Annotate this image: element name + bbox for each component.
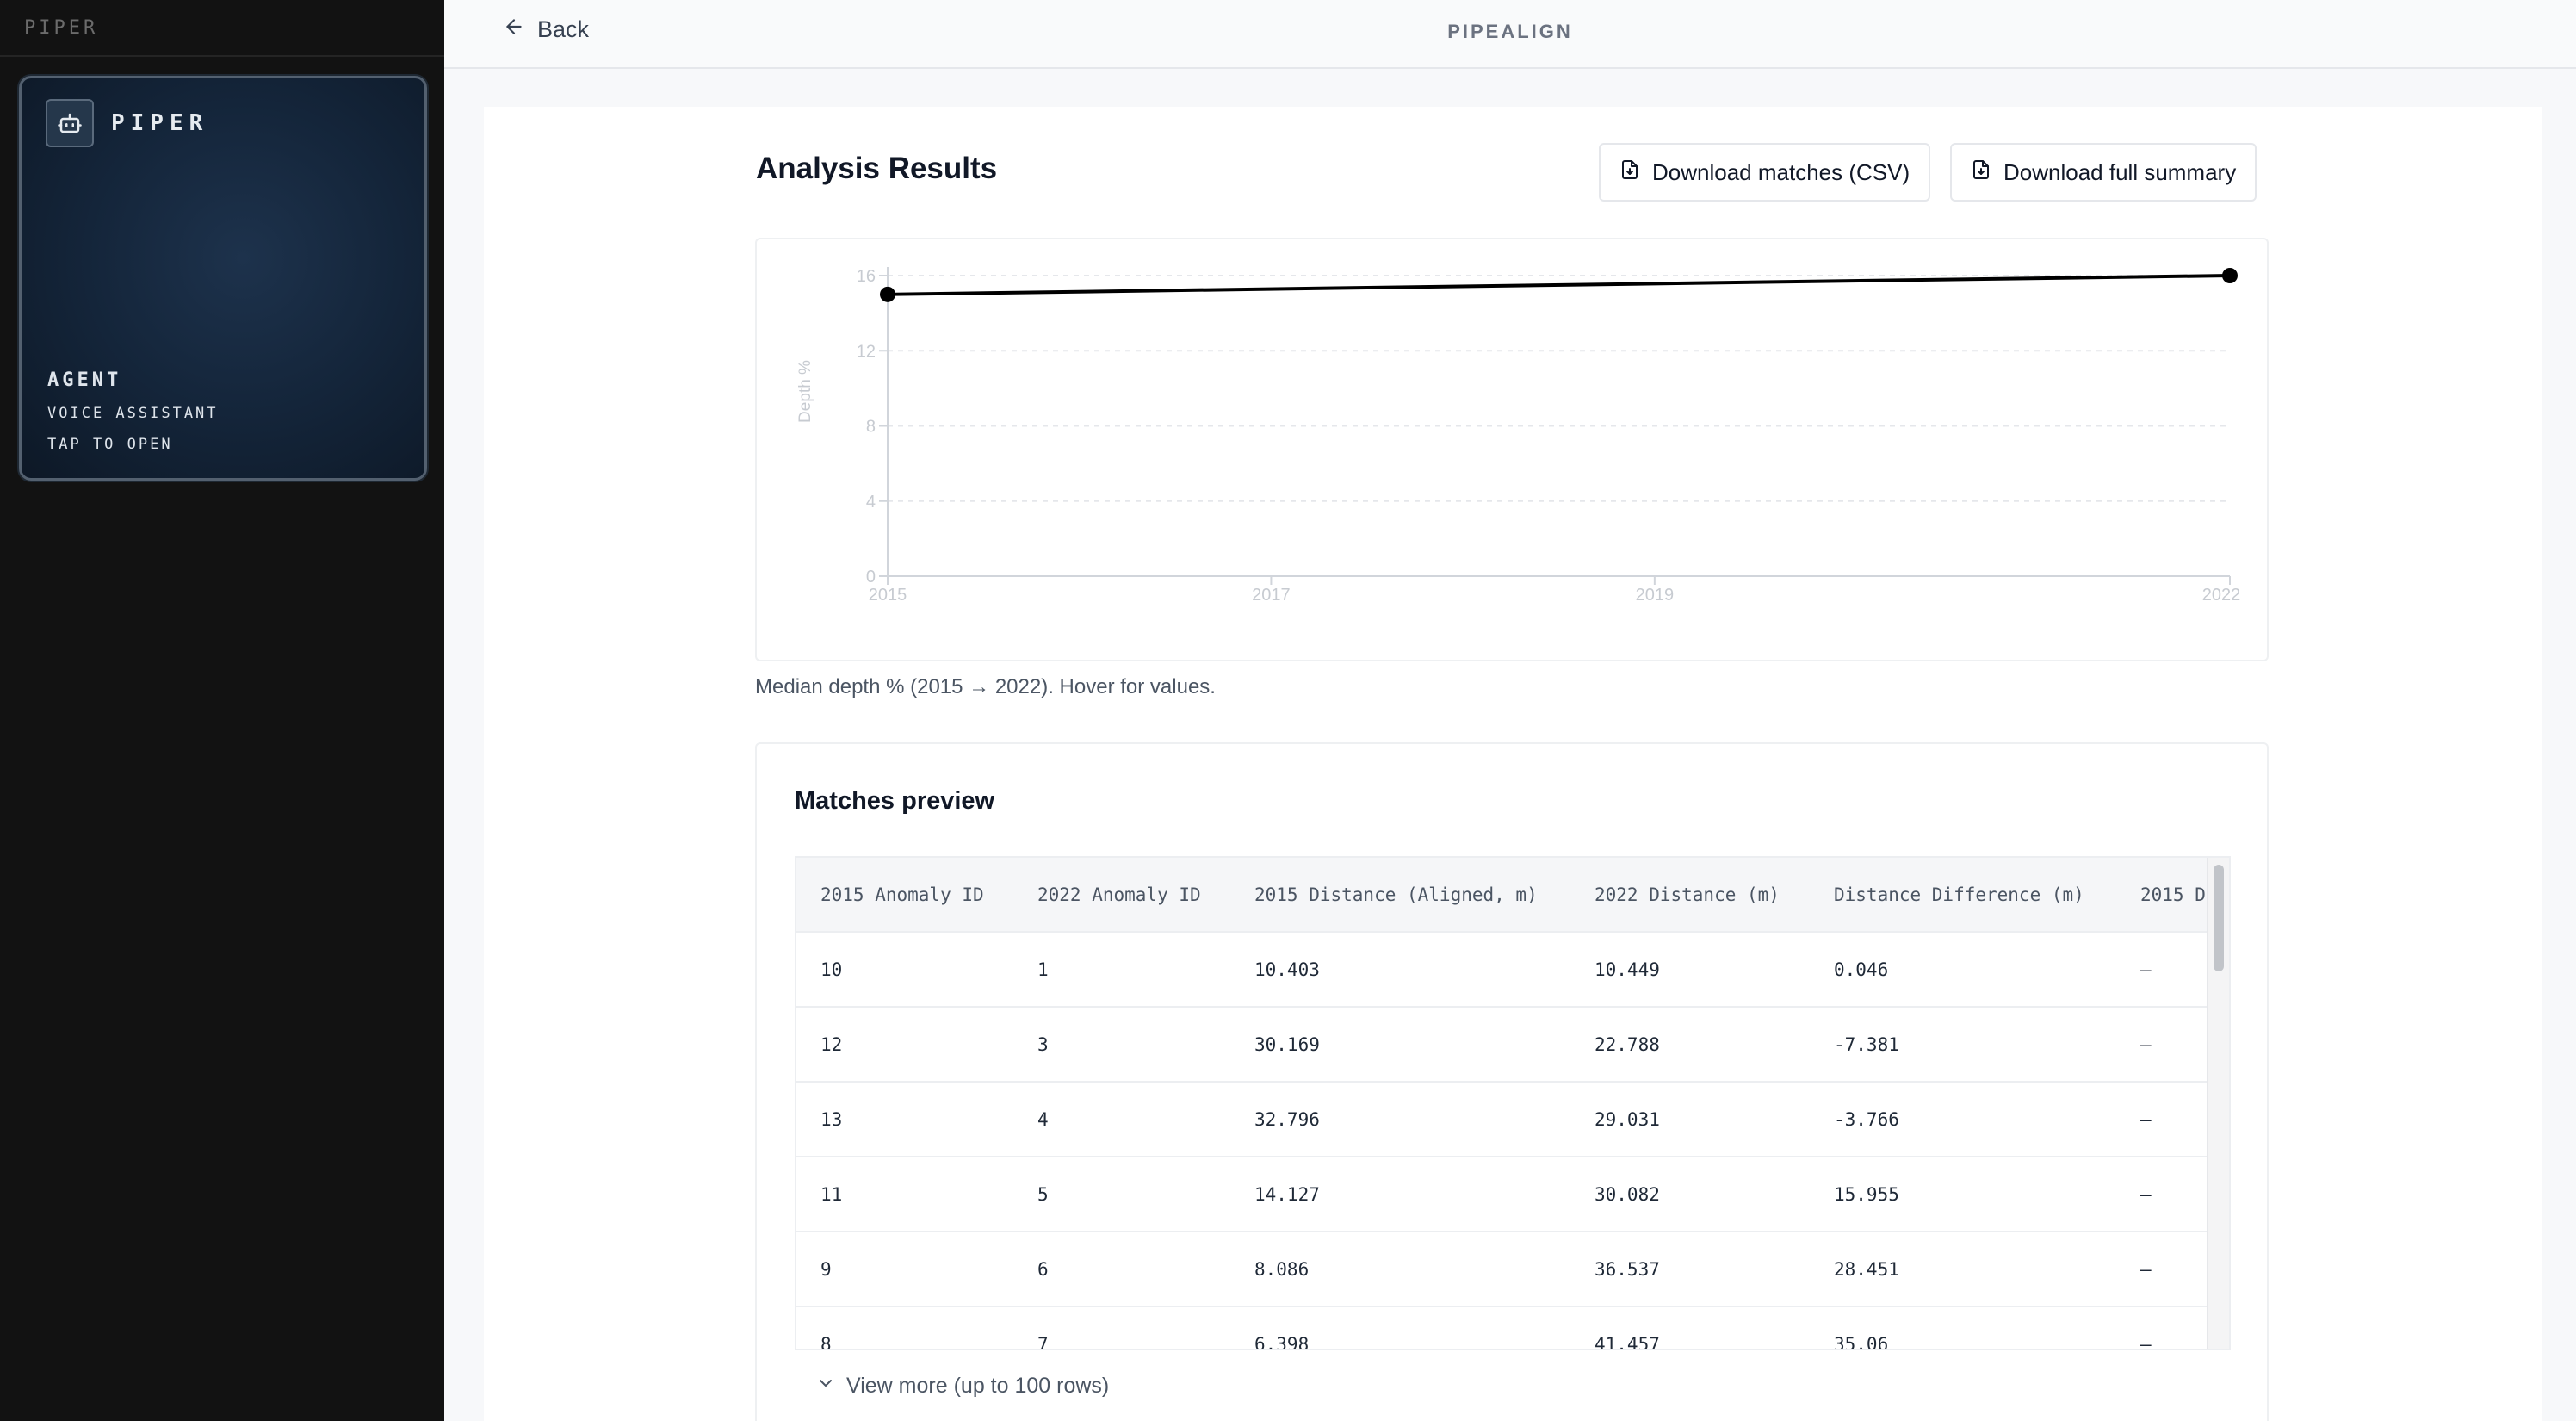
back-label: Back	[537, 16, 590, 42]
scrollbar-thumb[interactable]	[2214, 865, 2224, 971]
x-tick-label: 2019	[1636, 586, 1675, 605]
table-cell: 9	[796, 1231, 1013, 1306]
table-cell: 6	[1013, 1231, 1230, 1306]
table-row: 9 6 8.086 36.537 28.451 –	[796, 1231, 2229, 1306]
data-point	[2222, 268, 2238, 283]
table-cell: 12	[796, 1006, 1013, 1082]
column-header: 2015 Distance (Aligned, m)	[1230, 858, 1570, 932]
download-csv-label: Download matches (CSV)	[1652, 158, 1910, 185]
download-summary-button[interactable]: Download full summary	[1950, 143, 2257, 202]
column-header: 2015 Anomaly ID	[796, 858, 1013, 932]
y-tick-label: 16	[857, 267, 876, 286]
table-cell: 10.449	[1570, 931, 1810, 1007]
download-csv-button[interactable]: Download matches (CSV)	[1599, 143, 1931, 202]
table-cell: 36.537	[1570, 1231, 1810, 1306]
table-row: 12 3 30.169 22.788 -7.381 –	[796, 1006, 2229, 1082]
table-cell: 4	[1013, 1081, 1230, 1157]
y-tick-label: 12	[857, 342, 876, 361]
app-title: PIPEALIGN	[1447, 21, 1573, 42]
chart-caption: Median depth % (2015 → 2022). Hover for …	[755, 675, 1216, 698]
x-tick-label: 2015	[869, 586, 907, 605]
table-cell: 15.955	[1810, 1156, 2116, 1232]
table-cell: -7.381	[1810, 1006, 2116, 1082]
table-header-row: 2015 Anomaly ID 2022 Anomaly ID 2015 Dis…	[796, 858, 2229, 932]
table-cell: 8	[796, 1306, 1013, 1349]
agent-cta: TAP TO OPEN	[47, 436, 173, 453]
table-cell: 28.451	[1810, 1231, 2116, 1306]
x-tick-label: 2022	[2202, 586, 2241, 605]
chevron-down-icon	[815, 1373, 836, 1399]
agent-subtitle: VOICE ASSISTANT	[47, 405, 219, 422]
sidebar: PIPER PIPER AGENT VOICE ASSISTANT TAP TO…	[0, 0, 444, 1421]
table-cell: 7	[1013, 1306, 1230, 1349]
table-cell: 10	[796, 931, 1013, 1007]
agent-card-footer: AGENT VOICE ASSISTANT TAP TO OPEN	[47, 369, 219, 453]
agent-label: AGENT	[47, 369, 122, 391]
matches-table-container: 2015 Anomaly ID 2022 Anomaly ID 2015 Dis…	[795, 856, 2231, 1350]
arrow-left-icon	[503, 16, 525, 44]
table-cell: 32.796	[1230, 1081, 1570, 1157]
depth-chart: 0 4 8 12 16 2015 2017 2019 2022 Depth %	[755, 238, 2269, 661]
back-button[interactable]: Back	[503, 16, 589, 44]
view-more-label: View more (up to 100 rows)	[846, 1374, 1110, 1398]
table-cell: 6.398	[1230, 1306, 1570, 1349]
file-download-icon	[1971, 158, 1991, 187]
column-header: 2022 Distance (m)	[1570, 858, 1810, 932]
table-scrollbar[interactable]	[2207, 858, 2229, 1349]
table-cell: 3	[1013, 1006, 1230, 1082]
table-cell: 10.403	[1230, 931, 1570, 1007]
table-cell: 8.086	[1230, 1231, 1570, 1306]
table-cell: 30.082	[1570, 1156, 1810, 1232]
table-cell: 11	[796, 1156, 1013, 1232]
download-summary-label: Download full summary	[2003, 158, 2237, 185]
table-cell: 30.169	[1230, 1006, 1570, 1082]
robot-icon	[46, 99, 94, 147]
y-axis-label: Depth %	[796, 360, 814, 423]
table-row: 8 7 6.398 41.457 35.06 –	[796, 1306, 2229, 1349]
topbar: Back PIPEALIGN	[444, 0, 2576, 69]
table-cell: 5	[1013, 1156, 1230, 1232]
agent-card[interactable]: PIPER AGENT VOICE ASSISTANT TAP TO OPEN	[19, 76, 427, 481]
x-tick-label: 2017	[1252, 586, 1291, 605]
sidebar-brand: PIPER	[0, 0, 444, 57]
table-cell: 13	[796, 1081, 1013, 1157]
table-cell: 1	[1013, 931, 1230, 1007]
matches-card: Matches preview 2015 Anomaly ID 2022 Ano…	[755, 742, 2269, 1421]
agent-card-title: PIPER	[111, 110, 209, 136]
file-download-icon	[1619, 158, 1640, 187]
depth-chart-svg: 0 4 8 12 16 2015 2017 2019 2022 Depth %	[796, 267, 2241, 605]
y-tick-label: 0	[866, 568, 876, 586]
table-row: 13 4 32.796 29.031 -3.766 –	[796, 1081, 2229, 1157]
view-more-button[interactable]: View more (up to 100 rows)	[815, 1373, 1109, 1399]
page-title: Analysis Results	[756, 152, 998, 185]
y-tick-label: 8	[866, 418, 876, 437]
series-line	[887, 274, 2231, 296]
table-cell: 41.457	[1570, 1306, 1810, 1349]
table-cell: 29.031	[1570, 1081, 1810, 1157]
matches-title: Matches preview	[795, 787, 995, 815]
agent-card-header: PIPER	[46, 99, 208, 147]
table-cell: 0.046	[1810, 931, 2116, 1007]
column-header: 2022 Anomaly ID	[1013, 858, 1230, 932]
table-cell: -3.766	[1810, 1081, 2116, 1157]
table-row: 10 1 10.403 10.449 0.046 –	[796, 931, 2229, 1007]
table-cell: 35.06	[1810, 1306, 2116, 1349]
y-tick-label: 4	[866, 493, 876, 512]
table-cell: 14.127	[1230, 1156, 1570, 1232]
table-row: 11 5 14.127 30.082 15.955 –	[796, 1156, 2229, 1232]
column-header: Distance Difference (m)	[1810, 858, 2116, 932]
matches-table: 2015 Anomaly ID 2022 Anomaly ID 2015 Dis…	[796, 858, 2229, 1349]
table-cell: 22.788	[1570, 1006, 1810, 1082]
data-point	[880, 286, 895, 302]
